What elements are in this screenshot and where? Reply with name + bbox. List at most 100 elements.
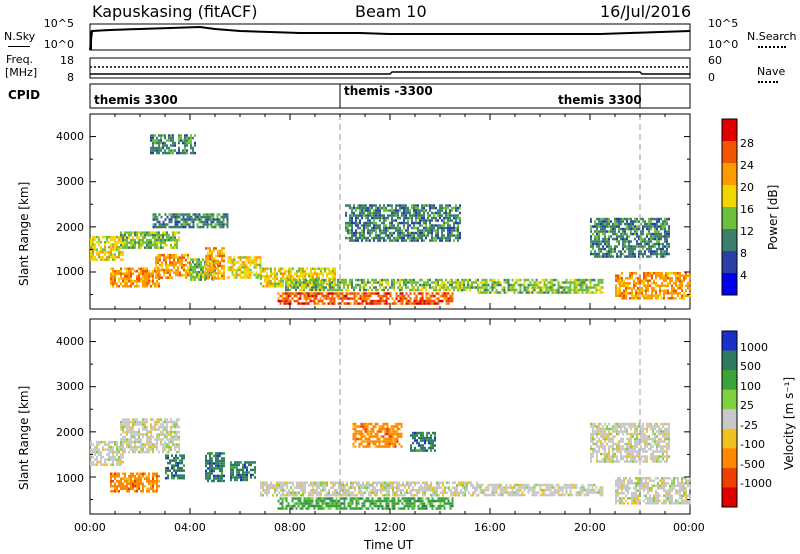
power-cell-8 <box>227 256 262 279</box>
cpid-segment-1: themis 3300 <box>94 93 178 107</box>
power-cell-13 <box>345 204 461 242</box>
vel-cbar-tick-25: 25 <box>740 399 754 412</box>
power-colorbar <box>722 119 737 296</box>
velocity-cell-11 <box>477 483 604 497</box>
power-cell-10 <box>285 278 479 292</box>
xtick-0000: 00:00 <box>74 521 106 534</box>
power-cell-7 <box>205 247 225 280</box>
velocity-ytick-1000: 1000 <box>56 472 84 485</box>
nsky-tick-high: 10^5 <box>43 17 74 30</box>
velocity-data-layer <box>90 418 691 510</box>
power-cell-5 <box>155 253 191 279</box>
vel-cbar-tick-neg1000: -1000 <box>740 477 772 490</box>
velocity-cell-5 <box>205 452 225 483</box>
power-colorbar-swatch-7 <box>722 251 737 274</box>
beam-title: Beam 10 <box>355 2 427 21</box>
velocity-colorbar-swatch-3 <box>722 370 737 391</box>
x-axis-title: Time UT <box>364 538 414 552</box>
nsearch-tick-high: 10^5 <box>708 17 739 30</box>
freq-panel-frame <box>89 57 691 79</box>
freq-tick-high: 18 <box>60 54 74 67</box>
velocity-cell-3 <box>120 418 180 454</box>
nsky-label: N.Sky <box>4 30 36 43</box>
velocity-colorbar-swatch-9 <box>722 487 737 508</box>
power-cell-1 <box>90 235 124 261</box>
nsearch-label: N.Search <box>747 30 797 43</box>
freq-label: Freq. <box>6 53 34 66</box>
velocity-colorbar-title: Velocity [m s⁻¹] <box>782 376 796 470</box>
power-cbar-tick-16: 16 <box>740 203 754 216</box>
vel-cbar-tick-500: 500 <box>740 360 761 373</box>
power-cell-3 <box>120 231 180 249</box>
power-colorbar-swatch-3 <box>722 163 737 186</box>
power-cbar-tick-20: 20 <box>740 181 754 194</box>
power-cell-11 <box>277 292 454 305</box>
nsearch-legend-line <box>758 46 786 48</box>
velocity-colorbar-frame <box>721 330 738 508</box>
velocity-colorbar-swatch-8 <box>722 467 737 488</box>
velocity-cell-13 <box>615 477 691 505</box>
vel-cbar-tick-neg25: -25 <box>740 419 758 432</box>
power-cbar-tick-24: 24 <box>740 159 754 172</box>
velocity-ytick-4000: 4000 <box>56 335 84 348</box>
vel-cbar-tick-1000: 1000 <box>740 341 768 354</box>
power-colorbar-title: Power [dB] <box>766 184 780 250</box>
velocity-cell-7 <box>260 481 478 497</box>
radar-title: Kapuskasing (fitACF) <box>92 2 258 21</box>
nave-tick-high: 60 <box>708 54 722 67</box>
xtick-2000: 20:00 <box>574 521 606 534</box>
power-ytick-4000: 4000 <box>56 130 84 143</box>
vel-cbar-tick-neg500: -500 <box>740 458 765 471</box>
nsky-legend-line <box>8 46 30 47</box>
velocity-colorbar-swatch-5 <box>722 409 737 430</box>
power-colorbar-swatch-2 <box>722 141 737 164</box>
velocity-cell-6 <box>230 461 256 482</box>
cpid-change-markers <box>339 114 641 514</box>
velocity-cell-12 <box>590 422 670 463</box>
velocity-colorbar-swatch-4 <box>722 389 737 410</box>
velocity-ytick-2000: 2000 <box>56 426 84 439</box>
velocity-colorbar <box>722 331 737 508</box>
power-cbar-tick-28: 28 <box>740 137 754 150</box>
velocity-y-axis-title: Slant Range [km] <box>17 385 31 490</box>
freq-tick-low: 8 <box>67 71 74 84</box>
power-cell-15 <box>590 217 670 258</box>
nave-label: Nave <box>757 65 786 78</box>
velocity-colorbar-swatch-6 <box>722 428 737 449</box>
velocity-cell-8 <box>277 497 454 510</box>
nsky-trace <box>89 25 691 51</box>
freq-unit: [MHz] <box>5 66 38 79</box>
power-cbar-tick-12: 12 <box>740 225 754 238</box>
nsky-tick-low: 10^0 <box>43 38 74 51</box>
cpid-segment-3: themis 3300 <box>558 93 642 107</box>
power-ytick-1000: 1000 <box>56 265 84 278</box>
power-ytick-3000: 3000 <box>56 175 84 188</box>
velocity-colorbar-swatch-1 <box>722 331 737 352</box>
velocity-colorbar-swatch-7 <box>722 448 737 469</box>
cpid-segment-2: themis -3300 <box>344 84 433 98</box>
cpid-label: CPID <box>8 88 41 102</box>
date-title: 16/Jul/2016 <box>600 2 692 21</box>
velocity-cell-9 <box>352 422 403 448</box>
xtick-0800: 08:00 <box>274 521 306 534</box>
power-colorbar-frame <box>721 118 738 296</box>
nave-legend-line <box>758 81 778 83</box>
power-cbar-tick-4: 4 <box>740 269 747 282</box>
vel-cbar-tick-100: 100 <box>740 380 761 393</box>
xtick-0400: 04:00 <box>174 521 206 534</box>
freq-trace <box>90 71 690 75</box>
nave-tick-low: 0 <box>708 71 715 84</box>
power-cell-12 <box>150 134 196 155</box>
power-cell-2 <box>110 267 160 288</box>
velocity-cell-2 <box>110 472 160 493</box>
power-colorbar-swatch-5 <box>722 207 737 230</box>
xtick-2400: 00:00 <box>673 521 705 534</box>
power-ytick-2000: 2000 <box>56 221 84 234</box>
axis-tick-marks <box>89 113 691 514</box>
power-cbar-tick-8: 8 <box>740 247 747 260</box>
xtick-1600: 16:00 <box>474 521 506 534</box>
power-data-layer <box>90 134 691 305</box>
power-cell-16 <box>615 272 691 300</box>
cpid-panel-frame <box>89 83 691 109</box>
power-colorbar-swatch-1 <box>722 119 737 142</box>
